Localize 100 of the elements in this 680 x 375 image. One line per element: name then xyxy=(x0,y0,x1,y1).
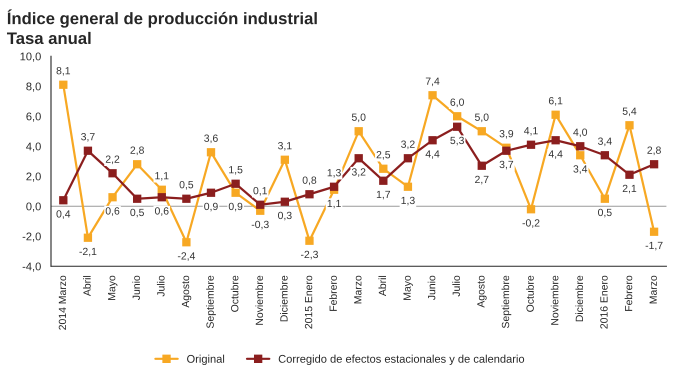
point xyxy=(305,190,314,198)
point xyxy=(206,188,216,197)
data-label: 3,7 xyxy=(81,132,95,142)
data-label: 1,1 xyxy=(328,200,341,208)
point xyxy=(379,176,388,185)
point xyxy=(158,193,166,202)
point xyxy=(256,200,264,209)
point xyxy=(108,169,117,178)
point xyxy=(231,188,240,197)
data-label: 4,4 xyxy=(548,150,563,159)
point xyxy=(478,127,486,136)
point xyxy=(84,234,92,242)
x-tick-label: Noviembre xyxy=(550,276,558,325)
x-tick-label: Septiembre xyxy=(206,276,216,328)
point xyxy=(650,160,658,168)
point xyxy=(182,238,191,246)
data-label: 1,7 xyxy=(376,190,390,200)
chart-subtitle: Tasa anual xyxy=(6,32,91,44)
point xyxy=(551,110,560,119)
data-label: 1,1 xyxy=(155,172,169,181)
point xyxy=(404,154,412,162)
legend-label: Corregido de efectos estacionales y de calendario xyxy=(278,354,524,365)
x-tick-label: Noviembre xyxy=(255,276,264,325)
data-label: 2,1 xyxy=(622,184,636,194)
data-label: 3,4 xyxy=(598,137,612,146)
point xyxy=(59,80,68,89)
legend-label: Original xyxy=(187,354,224,365)
data-label: 3,4 xyxy=(573,165,588,174)
x-tick-label: Agosto xyxy=(182,276,192,308)
data-label: 0,9 xyxy=(228,202,242,212)
data-label: 5,0 xyxy=(474,113,489,122)
x-tick-label: Octubre xyxy=(230,276,238,312)
point xyxy=(478,162,486,170)
data-label: 6,1 xyxy=(548,96,562,106)
point xyxy=(59,196,68,204)
point xyxy=(404,182,412,191)
point xyxy=(502,146,511,155)
point xyxy=(305,236,314,245)
y-tick-label: 8,0 xyxy=(26,82,41,92)
data-label: 5,4 xyxy=(622,108,636,116)
point xyxy=(625,121,634,130)
x-tick-label: Diciembre xyxy=(575,276,584,322)
data-label: 4,4 xyxy=(426,150,440,159)
y-tick-label: 6,0 xyxy=(26,112,41,122)
data-label: -2,1 xyxy=(79,248,96,256)
y-tick-label: 10,0 xyxy=(20,52,41,62)
data-label: 4,1 xyxy=(524,127,538,136)
x-tick-label: Octubre xyxy=(526,276,534,312)
data-label: 2,5 xyxy=(376,150,390,160)
point xyxy=(354,154,363,162)
point xyxy=(428,136,437,144)
data-label: 1,3 xyxy=(401,196,415,206)
data-label: 3,6 xyxy=(204,134,218,144)
data-label: -0,2 xyxy=(522,219,540,228)
x-tick-label: Abril xyxy=(378,276,386,296)
point xyxy=(158,186,166,194)
data-label: 3,2 xyxy=(401,140,415,150)
x-tick-label: Mayo xyxy=(108,276,118,300)
y-tick-label: -2,0 xyxy=(22,232,41,242)
point xyxy=(576,142,584,150)
data-label: 7,4 xyxy=(426,78,440,86)
x-tick-label: Mayo xyxy=(403,276,413,300)
point xyxy=(650,228,658,236)
data-label: -2,4 xyxy=(178,252,196,261)
point xyxy=(625,170,634,179)
data-label: 2,8 xyxy=(130,146,144,156)
point xyxy=(132,160,142,168)
chart-title: Índice general de producción industrial xyxy=(8,9,317,28)
point xyxy=(330,182,338,191)
data-label: -2,3 xyxy=(300,250,318,260)
data-label: 0,5 xyxy=(180,180,194,190)
x-tick-label: Marzo xyxy=(354,276,362,304)
data-label: 3,1 xyxy=(278,142,292,151)
data-label: 0,3 xyxy=(278,212,292,220)
x-tick-label: 2014 Marzo xyxy=(58,276,66,330)
x-tick-label: Junio xyxy=(428,276,436,300)
data-label: -1,7 xyxy=(646,242,663,250)
x-tick-label: Febrero xyxy=(329,276,337,311)
point xyxy=(600,194,610,203)
data-label: 0,8 xyxy=(302,176,316,186)
x-tick-label: 2015 Enero xyxy=(304,276,312,329)
data-label: 0,5 xyxy=(598,208,612,218)
data-label: 0,5 xyxy=(130,208,144,218)
y-tick-label: 4,0 xyxy=(26,142,41,152)
data-label: 5,3 xyxy=(450,136,464,146)
x-tick-label: Julio xyxy=(156,276,165,297)
x-tick-label: Junio xyxy=(132,276,140,300)
point xyxy=(600,151,610,160)
x-tick-label: Febrero xyxy=(624,276,632,311)
point xyxy=(206,148,216,156)
data-label: 5,0 xyxy=(352,113,366,122)
point xyxy=(576,151,584,160)
point xyxy=(452,122,462,131)
data-label: 3,2 xyxy=(352,168,366,177)
point xyxy=(428,91,437,100)
data-label: 2,8 xyxy=(647,146,661,156)
x-tick-label: Diciembre xyxy=(280,276,288,322)
data-label: 2,2 xyxy=(106,155,120,164)
data-label: 1,3 xyxy=(328,168,341,178)
data-label: 6,0 xyxy=(450,98,464,108)
